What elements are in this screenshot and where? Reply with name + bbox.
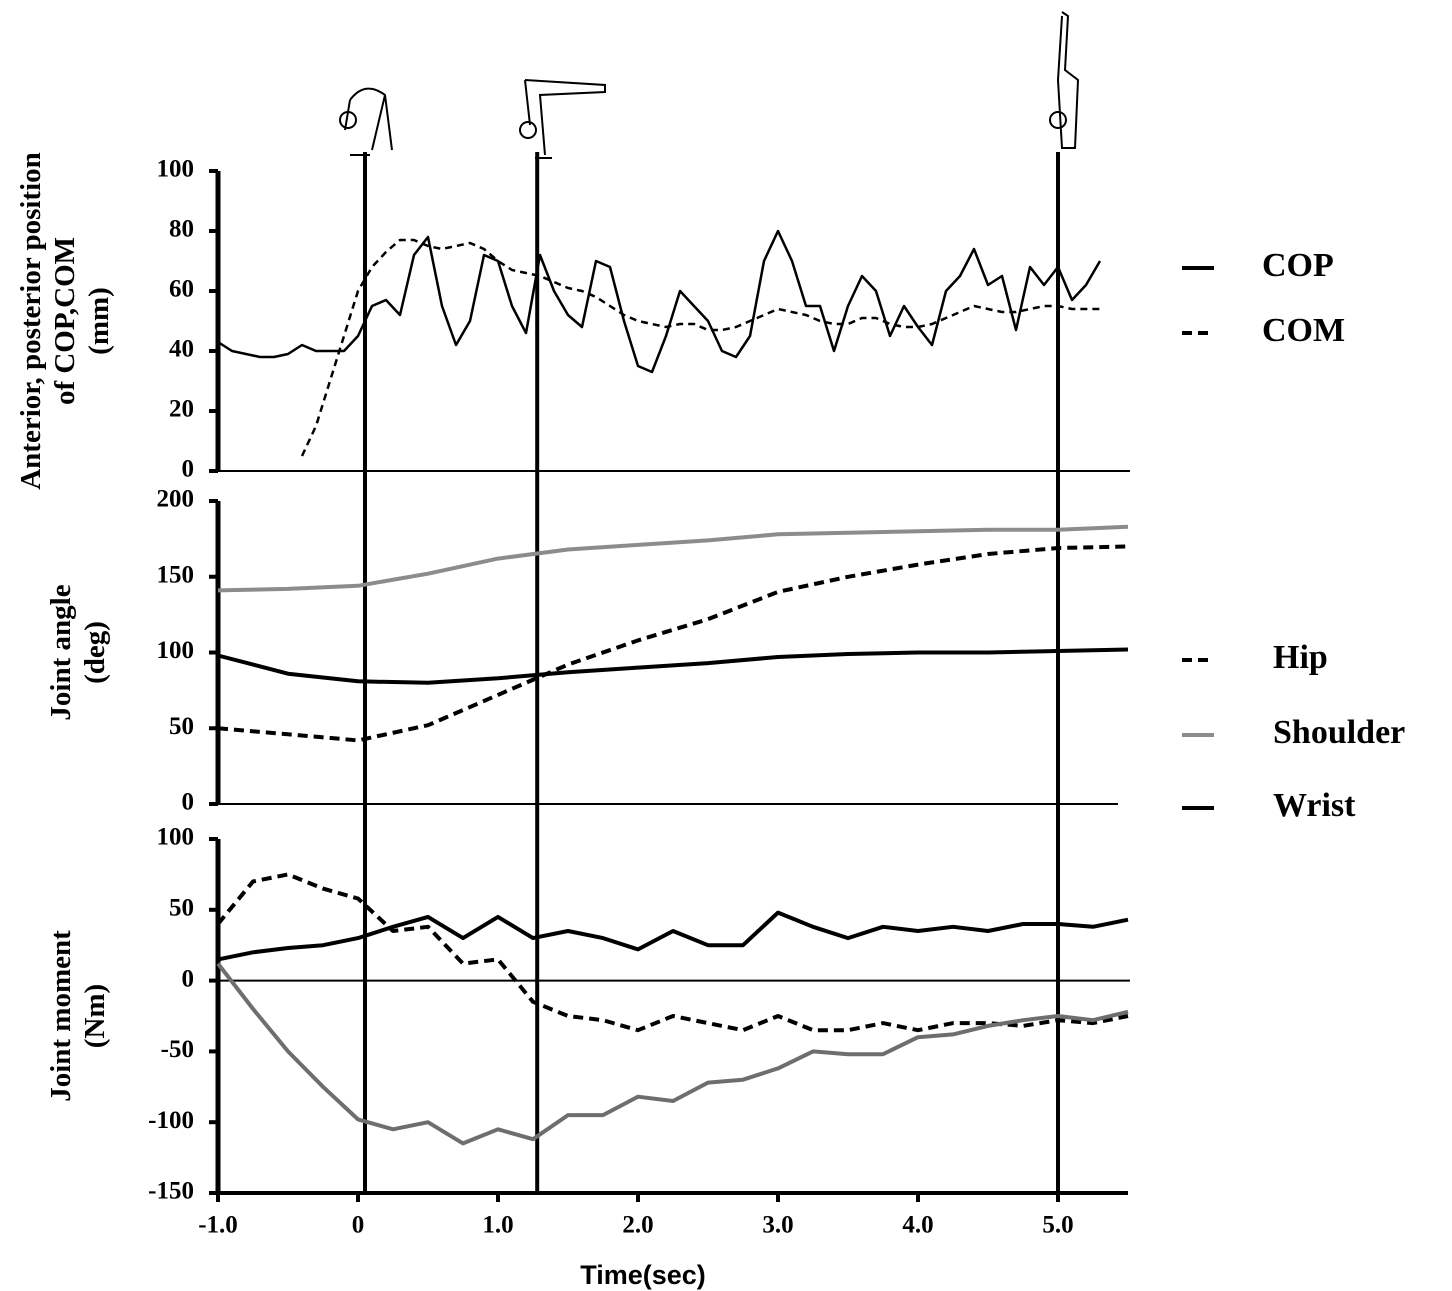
x-tick-label: 3.0	[762, 1212, 793, 1239]
y-tick-label: -150	[148, 1178, 194, 1205]
y-tick-label: 40	[169, 336, 194, 363]
figure-bent	[339, 87, 393, 156]
y-tick-label: 100	[157, 824, 195, 851]
series-line	[217, 647, 1129, 685]
y-axis-title: Joint angle(deg)	[45, 584, 111, 720]
y-tick-label: 0	[182, 789, 195, 816]
y-axis-title-line: (deg)	[79, 621, 111, 684]
y-axis-title-line: Joint moment	[45, 930, 77, 1102]
figure-handstand	[1049, 11, 1080, 149]
x-tick-label: 1.0	[482, 1212, 513, 1239]
x-axis-title: Time(sec)	[580, 1260, 706, 1290]
posture-figures	[339, 11, 1080, 159]
series-line	[217, 910, 1129, 962]
series-line	[216, 962, 1129, 1146]
y-tick-label: -100	[148, 1107, 194, 1134]
y-tick-label: 50	[169, 895, 194, 922]
x-tick-label: 5.0	[1042, 1212, 1073, 1239]
legend-label: Wrist	[1273, 787, 1356, 824]
x-tick-label: -1.0	[198, 1212, 238, 1239]
legend-label: COP	[1262, 247, 1334, 284]
x-tick-label: 2.0	[622, 1212, 653, 1239]
y-tick-label: 200	[157, 486, 195, 513]
y-axis-title-line: (mm)	[83, 287, 115, 355]
y-tick-label: 150	[157, 561, 195, 588]
y-tick-label: 80	[169, 216, 194, 243]
series-line	[217, 229, 1102, 374]
y-axis-title-line: Joint angle	[45, 584, 77, 720]
x-tick-label: 0	[352, 1212, 365, 1239]
y-tick-label: 100	[157, 637, 195, 664]
y-tick-label: 100	[157, 156, 195, 183]
y-tick-label: 20	[169, 396, 194, 423]
y-axis-title-line: Anterior, posterior position	[15, 152, 47, 490]
y-tick-label: 50	[169, 713, 194, 740]
y-axis-title: Joint moment(Nm)	[45, 930, 111, 1102]
y-tick-label: 0	[182, 965, 195, 992]
y-tick-label: 60	[169, 276, 194, 303]
legend-label: Shoulder	[1273, 714, 1405, 751]
y-axis-title: Anterior, posterior positionof COP,COM(m…	[15, 152, 115, 490]
y-axis-title-line: of COP,COM	[49, 237, 81, 405]
x-tick-label: 4.0	[902, 1212, 933, 1239]
series-line	[217, 544, 1129, 743]
figure-pike	[519, 79, 606, 159]
y-axis-title-line: (Nm)	[79, 984, 111, 1048]
y-tick-label: 0	[182, 456, 195, 483]
y-tick-label: -50	[161, 1036, 194, 1063]
legend-label: Hip	[1273, 639, 1328, 676]
series-line	[216, 872, 1129, 1033]
legend-label: COM	[1262, 312, 1345, 349]
series-line	[217, 524, 1129, 593]
series-line	[300, 238, 1100, 457]
